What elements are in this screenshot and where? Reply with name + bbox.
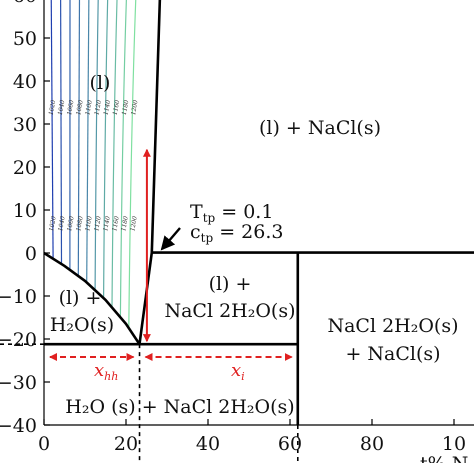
triple-point-temperature-label: Ttp = 0.1 <box>190 201 273 225</box>
isotherm-value-label: 1060 <box>66 99 76 115</box>
y-tick-label: 20 <box>13 157 37 179</box>
isotherm-curve <box>77 0 81 277</box>
region-liquid-label: (l) <box>90 72 111 94</box>
isotherm-value-label: 1180 <box>120 215 130 231</box>
region-liquid-dihydrate-label-2: NaCl 2H₂O(s) <box>164 300 295 322</box>
isotherm-value-label: 1020 <box>48 215 58 231</box>
isotherm-curves <box>50 0 137 329</box>
axes-frame <box>43 0 474 426</box>
x-tick-label: 0 <box>38 433 50 455</box>
isotherm-curve <box>103 0 109 299</box>
x-tick-label: 10 <box>442 433 466 455</box>
y-tick-label: 50 <box>13 28 37 50</box>
triple-point-arrow <box>160 227 181 251</box>
y-tick-label: −20 <box>0 329 37 351</box>
x-tick-label: 80 <box>360 433 384 455</box>
region-liquid-ice-label-1: (l) + <box>59 287 102 309</box>
isotherm-value-label: 1040 <box>57 99 67 115</box>
isotherm-curve <box>50 0 54 259</box>
isotherm-value-label: 1200 <box>129 215 139 231</box>
region-liquid-ice-label-2: H₂O(s) <box>50 314 114 336</box>
isotherm-value-label: 1040 <box>57 215 67 231</box>
isotherm-value-label: 1140 <box>103 99 113 115</box>
isotherm-value-label: 1160 <box>112 99 122 115</box>
dashed-guides <box>0 343 299 463</box>
isotherm-value-label: 1120 <box>93 215 103 231</box>
y-tick-label: 60 <box>13 0 37 7</box>
isotherm-value-label: 1140 <box>102 215 112 231</box>
isotherm-value-label: 1200 <box>130 99 140 115</box>
y-tick-label: 10 <box>13 200 37 222</box>
y-tick-label: −10 <box>0 286 37 308</box>
isotherm-labels: 1020 1040 1060 1080 1100 1120 1140 1160 1180 1200… <box>48 99 140 232</box>
triple-point-composition-label: ctp = 26.3 <box>190 221 283 245</box>
x-tick-label: 40 <box>196 433 220 455</box>
isotherm-value-label: 1020 <box>48 99 58 115</box>
x-tick-label: 20 <box>114 433 138 455</box>
y-tick-label: 0 <box>25 243 37 265</box>
isotherm-curve <box>94 0 99 291</box>
isotherm-curve <box>128 0 137 329</box>
y-tick-label: −40 <box>0 415 37 437</box>
ice-liquidus-curve <box>43 251 141 345</box>
dihydrate-liquidus-curve <box>138 252 154 345</box>
region-liquid-dihydrate-label-1: (l) + <box>209 273 252 295</box>
region-ice-dihydrate-label: H₂O (s) + NaCl 2H₂O(s) <box>65 396 294 418</box>
x-i-label: xi <box>231 360 245 383</box>
isotherm-value-label: 1080 <box>75 99 85 115</box>
isotherm-curve <box>119 0 127 318</box>
dimension-arrows <box>49 148 293 361</box>
isotherm-value-label: 1060 <box>66 215 76 231</box>
nacl-liquidus-curve <box>150 0 162 253</box>
x-axis-unit-fragment: t% N <box>420 453 468 463</box>
isotherm-value-label: 1120 <box>93 99 103 115</box>
isotherm-value-label: 1100 <box>84 99 94 115</box>
isotherm-value-label: 1080 <box>75 215 85 231</box>
tick-labels: 020406080106050403020100−10−20−30−40 <box>0 0 466 455</box>
isotherm-value-label: 1100 <box>84 215 94 231</box>
y-tick-label: −30 <box>0 372 37 394</box>
isotherm-value-label: 1160 <box>111 215 121 231</box>
isotherm-curve <box>86 0 90 283</box>
region-dihydrate-nacl-label-2: + NaCl(s) <box>345 343 440 365</box>
region-dihydrate-nacl-label-1: NaCl 2H₂O(s) <box>327 315 458 337</box>
y-tick-label: 30 <box>13 114 37 136</box>
x-tick-label: 60 <box>278 433 302 455</box>
y-tick-label: 40 <box>13 71 37 93</box>
isotherm-curve <box>111 0 118 308</box>
axis-ticks <box>43 37 455 426</box>
x-hh-label: xhh <box>94 360 118 383</box>
isotherm-curve <box>60 0 63 265</box>
region-liquid-nacl-label: (l) + NaCl(s) <box>259 117 381 139</box>
isotherm-value-label: 1180 <box>121 99 131 115</box>
